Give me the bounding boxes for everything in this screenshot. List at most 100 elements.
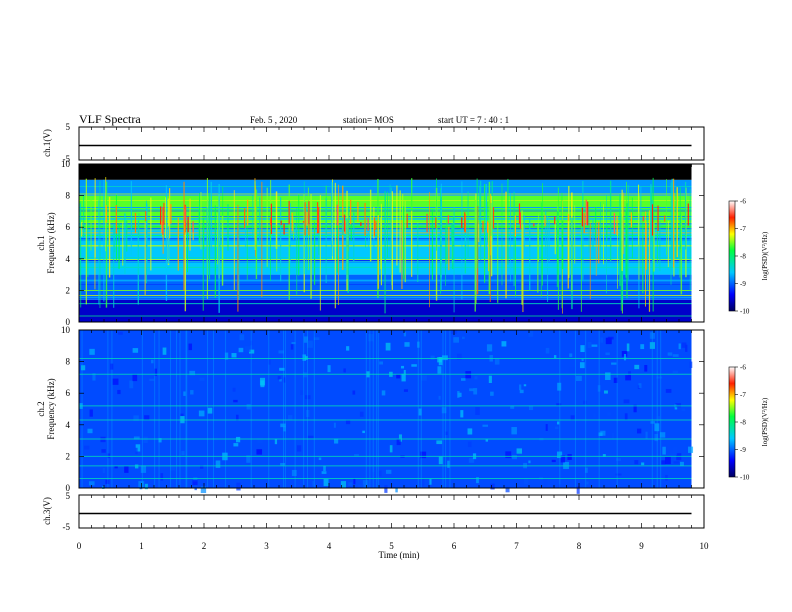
ch2-spec-noise — [551, 459, 556, 463]
ch2-spec-ytick-label: 0 — [66, 483, 71, 493]
ch1-spec-band — [79, 179, 692, 196]
x-tick-label: 1 — [139, 541, 144, 551]
ch2-spec-noise — [441, 355, 448, 361]
ch2-spec-noise — [567, 454, 572, 460]
ch2-spec-noise — [135, 444, 141, 452]
ch2-spec-noise — [600, 337, 603, 343]
ch2-spec-noise — [444, 431, 448, 435]
ch2-spec-noise — [246, 403, 251, 410]
ch2-spec-noise — [158, 438, 162, 443]
ch2-spec-noise — [107, 453, 110, 459]
ch2-spec-noise — [89, 409, 93, 417]
ch2-spec-noise — [634, 364, 640, 370]
ch2-spec-noise — [656, 376, 663, 379]
ch2-spec-noise — [662, 446, 666, 455]
ch2-spec-noise — [460, 378, 466, 381]
ch2-spec-noise — [569, 367, 576, 374]
ch2-spec-noise — [149, 378, 155, 381]
ch2-spec-noise — [132, 374, 138, 382]
ch2-spec-noise — [644, 365, 648, 372]
ch2-spec-noise — [605, 372, 611, 380]
ch2-spec-noise — [681, 342, 687, 348]
ch3-ytick-bottom: -5 — [63, 522, 71, 532]
ch2-spec-noise — [343, 368, 346, 373]
ch2-spec-noise — [189, 370, 196, 376]
ch2-spec-noise — [280, 463, 286, 466]
ch2-spec-noise — [92, 373, 96, 381]
ch2-spec-noise — [89, 348, 95, 355]
ch2-spec-noise — [200, 486, 207, 494]
ch2-spec-noise — [453, 337, 459, 343]
ch2-spec-noise — [144, 483, 148, 490]
ch2-spec-noise — [556, 451, 563, 459]
ch2-spec-noise — [558, 484, 561, 489]
ch1-spec-ytick-label: 4 — [66, 254, 71, 264]
ch2-spec-noise — [581, 358, 584, 362]
ch2-spec-noise — [224, 352, 229, 360]
ch2-spec-ylabel-freq: Frequency (kHz) — [46, 378, 56, 439]
ch2-spec-noise — [404, 342, 410, 347]
ch2-spec-noise — [557, 382, 562, 391]
ch2-spec-noise — [274, 438, 278, 445]
x-tick-label: 9 — [639, 541, 644, 551]
ch2-spec-noise — [519, 384, 522, 391]
ch2-spec-noise — [613, 377, 618, 383]
ch2-spec-noise — [665, 388, 672, 393]
x-tick-label: 4 — [327, 541, 332, 551]
ch2-spec-noise — [469, 388, 474, 392]
ch2-spec-noise — [553, 355, 557, 359]
ch2-spec-noise — [300, 390, 305, 395]
ch2-spec-noise — [296, 445, 302, 452]
ch2-spec-noise — [490, 391, 494, 396]
ch2-spec-noise — [134, 464, 139, 469]
ch3-ylabel: ch.3(V) — [42, 497, 52, 525]
ch2-spec-noise — [81, 365, 86, 371]
ch2-spec-noise — [556, 421, 560, 425]
ch2-spec-noise — [418, 408, 422, 416]
ch2-spec-noise — [194, 482, 197, 491]
ch2-spec-noise — [280, 423, 286, 428]
ch2-spec-noise — [505, 485, 510, 493]
ch2-spec-noise — [659, 432, 666, 438]
ch2-spec-noise — [607, 336, 614, 340]
ch2-spec-noise — [689, 361, 693, 368]
x-tick-label: 6 — [452, 541, 457, 551]
ch2-spec-noise — [372, 466, 375, 472]
ch2-spec-noise — [87, 428, 93, 434]
ch1-colorbar-label: log(PSD)(V²/Hz) — [761, 231, 769, 280]
ch2-spec-noise — [657, 416, 661, 421]
ch2-spec-ytick-label: 8 — [66, 357, 71, 367]
ch2-colorbar-tick-label: -7 — [740, 391, 746, 399]
ch2-spec-noise — [511, 455, 517, 460]
ch2-spec-noise — [605, 337, 612, 345]
ch2-spec-noise — [543, 479, 548, 487]
ch2-spec-noise — [673, 447, 678, 456]
ch2-spec-noise — [244, 346, 251, 352]
ch2-spec-noise — [457, 392, 462, 397]
ch2-spec-noise — [488, 375, 492, 384]
ch2-spec-noise — [624, 413, 628, 421]
ch2-spec-noise — [447, 460, 450, 468]
ch2-spec-noise — [396, 438, 401, 446]
ch2-colorbar-tick-label: -6 — [740, 364, 746, 372]
ch2-spec-noise — [457, 391, 460, 398]
ch2-spec-noise — [510, 405, 515, 409]
ch2-spec-noise — [133, 415, 139, 421]
ch2-spec-noise — [102, 467, 105, 473]
ch2-spec-noise — [398, 434, 402, 442]
ch2-spec-noise — [403, 332, 407, 337]
ch2-spec-noise — [84, 445, 90, 450]
ch2-spec-noise — [420, 478, 425, 487]
ch2-spec-noise — [576, 486, 580, 494]
ch1-ytick-bottom: -5 — [63, 154, 71, 164]
ch2-spec-noise — [213, 433, 218, 442]
ch2-spec-noise — [505, 451, 512, 459]
ch1-spec-ytick-label: 10 — [61, 159, 71, 169]
ch2-spec-noise — [441, 407, 447, 414]
x-axis-tick-labels: 0 1 2 3 4 5 6 7 8 9 10 — [77, 541, 709, 551]
ch2-spec-noise — [485, 439, 489, 442]
ch2-spec-noise — [290, 344, 294, 350]
ch2-spec-noise — [346, 346, 350, 351]
ch2-spec-noise — [615, 473, 622, 476]
